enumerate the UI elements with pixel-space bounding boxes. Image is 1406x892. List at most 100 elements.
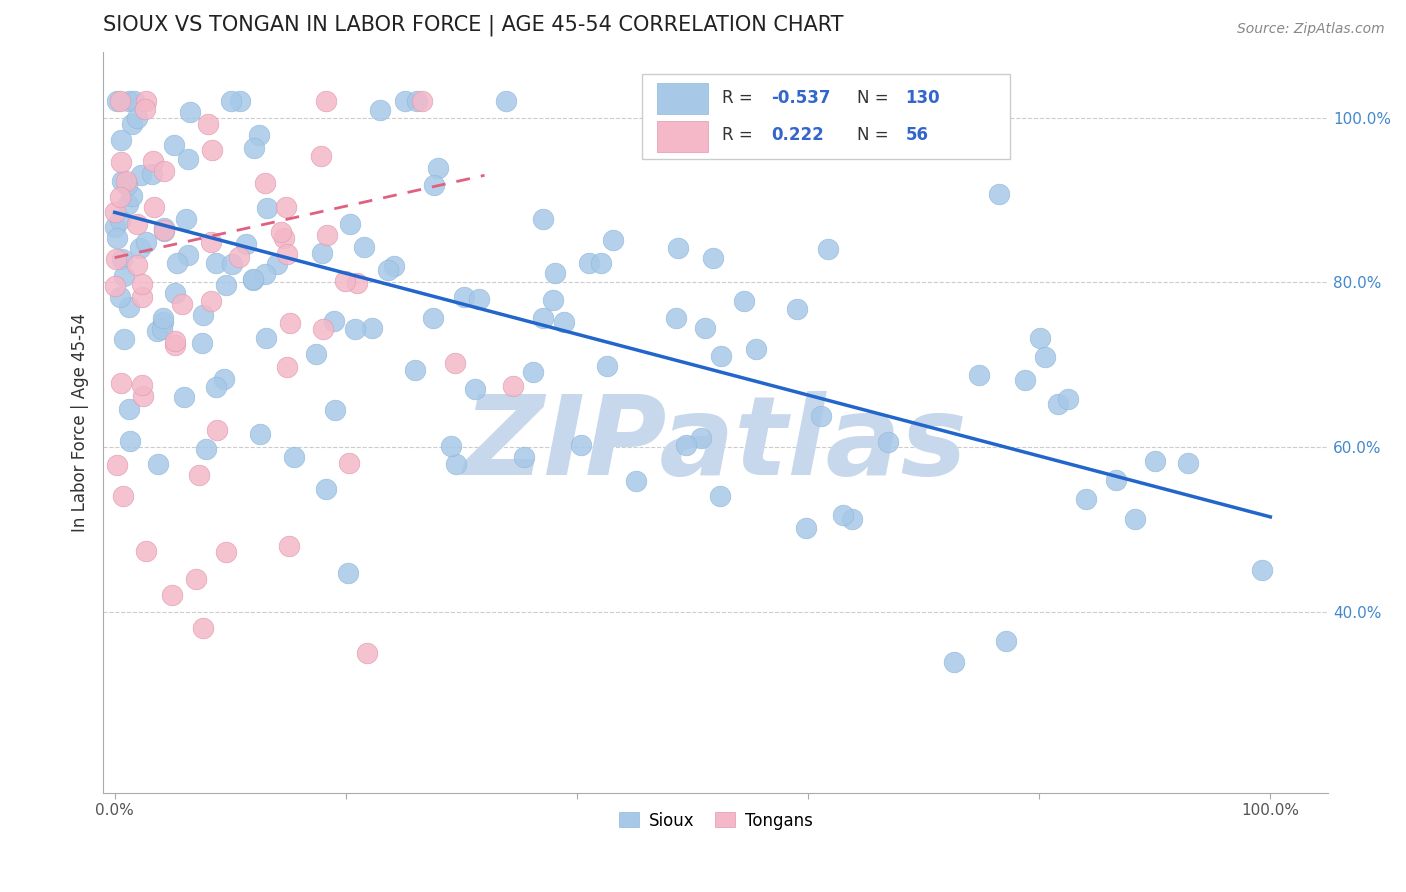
Sioux [117,197,139,211]
Sioux [578,256,600,270]
Sioux [163,137,186,152]
Tongans [160,588,183,602]
Tongans [105,252,128,267]
Sioux [115,178,138,192]
Text: R =: R = [721,89,758,107]
Tongans [110,155,132,169]
Sioux [709,349,731,363]
Sioux [323,403,346,417]
Sioux [122,94,145,108]
Sioux [145,324,167,338]
Text: SIOUX VS TONGAN IN LABOR FORCE | AGE 45-54 CORRELATION CHART: SIOUX VS TONGAN IN LABOR FORCE | AGE 45-… [103,15,844,37]
Sioux [235,237,257,252]
Sioux [153,221,176,235]
Sioux [464,382,486,396]
Sioux [709,489,731,503]
Tongans [253,176,276,190]
Sioux [353,240,375,254]
Sioux [994,634,1017,648]
Tongans [110,376,132,391]
Sioux [531,211,554,226]
Tongans [311,322,333,336]
Sioux [368,103,391,117]
Sioux [120,434,142,449]
Sioux [110,252,132,266]
Sioux [166,256,188,270]
Sioux [118,300,141,314]
Tongans [411,94,433,108]
Tongans [135,544,157,558]
Tongans [335,274,357,288]
Tongans [276,247,298,261]
Sioux [242,272,264,286]
Sioux [733,294,755,309]
Sioux [531,311,554,326]
Sioux [382,259,405,273]
Tongans [444,356,467,370]
Tongans [197,117,219,131]
Sioux [229,94,252,108]
Sioux [177,248,200,262]
Sioux [1014,373,1036,387]
Tongans [337,457,360,471]
Sioux [242,273,264,287]
Tongans [270,225,292,239]
Sioux [205,256,228,270]
Sioux [1144,453,1167,467]
Sioux [323,313,346,327]
Sioux [361,321,384,335]
Sioux [247,128,270,142]
Sioux [553,314,575,328]
Sioux [440,439,463,453]
Sioux [394,94,416,108]
Tongans [131,290,153,304]
Sioux [406,94,429,108]
Sioux [191,336,214,351]
Sioux [221,256,243,270]
Sioux [152,310,174,325]
Tongans [346,276,368,290]
Tongans [502,378,524,392]
Text: ZIPatlas: ZIPatlas [464,391,967,498]
Sioux [1057,392,1080,406]
Sioux [702,252,724,266]
Sioux [543,266,565,280]
Bar [657,83,709,114]
Sioux [118,401,141,416]
Sioux [112,332,135,346]
Sioux [177,153,200,167]
Text: 130: 130 [905,89,941,107]
Legend: Sioux, Tongans: Sioux, Tongans [612,805,820,836]
Sioux [967,368,990,382]
Text: R =: R = [721,127,758,145]
Tongans [105,458,128,473]
Sioux [1033,350,1056,364]
Tongans [273,231,295,245]
Tongans [207,424,229,438]
Tongans [165,334,187,349]
Sioux [543,293,565,307]
Tongans [135,94,157,108]
Text: 56: 56 [905,127,928,145]
Sioux [695,320,717,334]
Tongans [142,153,165,168]
Sioux [191,308,214,322]
Sioux [153,224,176,238]
Sioux [194,442,217,457]
Tongans [215,545,238,559]
Sioux [173,390,195,404]
Tongans [201,143,224,157]
Tongans [188,468,211,483]
Text: 0.222: 0.222 [770,127,824,145]
Tongans [110,190,132,204]
Sioux [988,186,1011,201]
Sioux [125,111,148,125]
Sioux [446,458,468,472]
Sioux [877,435,900,450]
Sioux [141,167,163,181]
Sioux [794,521,817,535]
Tongans [315,94,337,108]
Sioux [163,286,186,301]
Tongans [125,217,148,231]
Sioux [108,213,131,227]
